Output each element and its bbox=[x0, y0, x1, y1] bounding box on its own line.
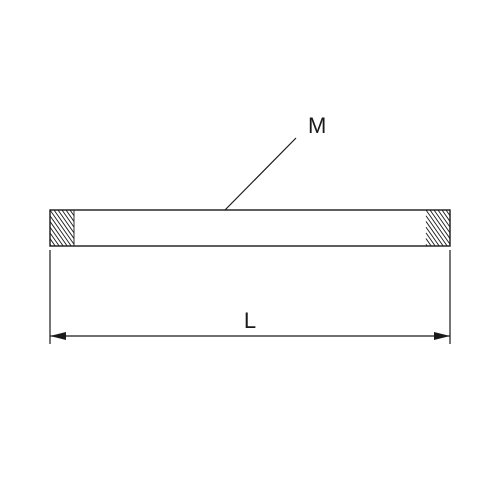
callout-m-label: M bbox=[308, 113, 326, 138]
dim-l-label: L bbox=[244, 308, 256, 333]
technical-drawing: LM bbox=[0, 0, 500, 500]
canvas-bg bbox=[0, 0, 500, 500]
